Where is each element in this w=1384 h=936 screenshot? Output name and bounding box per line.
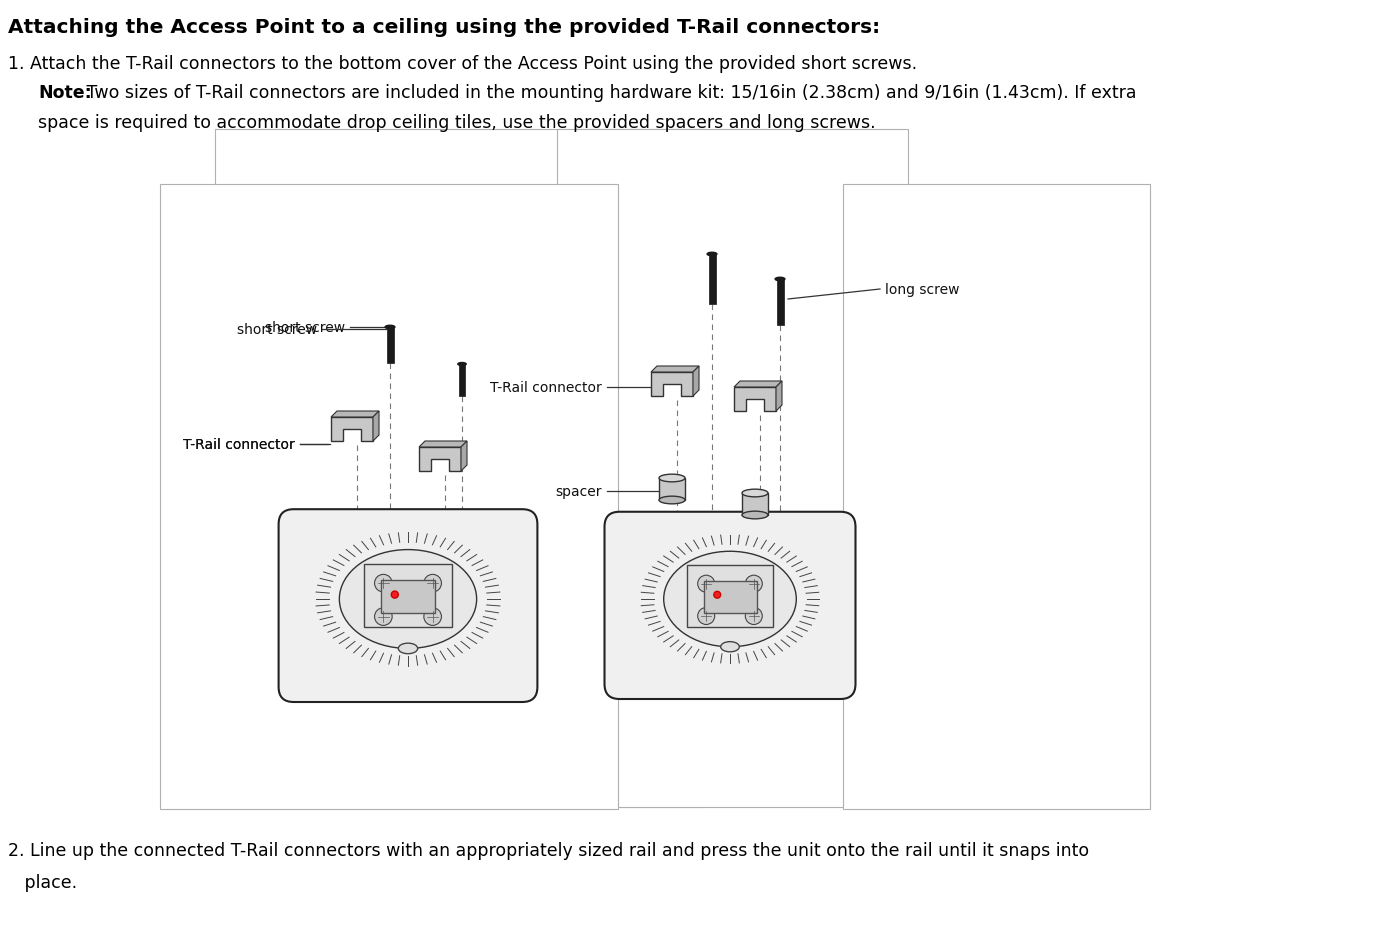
Circle shape [392, 592, 399, 598]
Polygon shape [331, 412, 379, 417]
Polygon shape [734, 388, 776, 412]
Polygon shape [693, 367, 699, 397]
Ellipse shape [721, 642, 739, 652]
FancyBboxPatch shape [688, 565, 772, 627]
Bar [742, 493, 768, 516]
Ellipse shape [659, 475, 685, 482]
Text: short screw: short screw [237, 323, 317, 337]
Polygon shape [734, 382, 782, 388]
Circle shape [424, 575, 441, 592]
Bar [459, 365, 465, 397]
Text: space is required to accommodate drop ceiling tiles, use the provided spacers an: space is required to accommodate drop ce… [37, 114, 876, 132]
Text: Note:: Note: [37, 84, 91, 102]
Text: T-Rail connector: T-Rail connector [183, 437, 295, 451]
FancyBboxPatch shape [381, 580, 436, 613]
Ellipse shape [664, 551, 796, 647]
Bar [388, 328, 394, 363]
Bar [843, 184, 1150, 809]
FancyBboxPatch shape [605, 512, 855, 699]
Ellipse shape [707, 253, 717, 256]
Circle shape [714, 592, 721, 598]
Polygon shape [419, 447, 461, 472]
Bar [215, 130, 702, 807]
Ellipse shape [458, 363, 466, 366]
Polygon shape [650, 373, 693, 397]
Circle shape [375, 608, 392, 626]
FancyBboxPatch shape [278, 510, 537, 702]
Circle shape [698, 576, 714, 592]
Circle shape [746, 607, 763, 625]
Text: T-Rail connector: T-Rail connector [183, 437, 295, 451]
Ellipse shape [742, 512, 768, 519]
Text: T-Rail connector: T-Rail connector [490, 381, 602, 395]
Polygon shape [461, 442, 466, 472]
Text: place.: place. [8, 873, 78, 891]
Ellipse shape [385, 326, 394, 329]
Polygon shape [419, 442, 466, 447]
Bar [556, 130, 908, 807]
Polygon shape [776, 382, 782, 412]
Text: Attaching the Access Point to a ceiling using the provided T-Rail connectors:: Attaching the Access Point to a ceiling … [8, 18, 880, 37]
Circle shape [746, 576, 763, 592]
Text: short screw: short screw [264, 321, 345, 335]
Ellipse shape [775, 278, 785, 282]
Bar [776, 280, 783, 326]
Circle shape [698, 607, 714, 625]
Bar [161, 184, 619, 809]
Circle shape [424, 608, 441, 626]
Polygon shape [650, 367, 699, 373]
Polygon shape [374, 412, 379, 442]
Ellipse shape [659, 497, 685, 505]
FancyBboxPatch shape [703, 581, 757, 613]
Circle shape [375, 575, 392, 592]
Bar [659, 478, 685, 501]
Polygon shape [331, 417, 374, 442]
Text: spacer: spacer [555, 485, 602, 499]
Ellipse shape [742, 490, 768, 497]
Text: 1. Attach the T-Rail connectors to the bottom cover of the Access Point using th: 1. Attach the T-Rail connectors to the b… [8, 55, 918, 73]
Ellipse shape [339, 550, 476, 649]
Text: Two sizes of T-Rail connectors are included in the mounting hardware kit: 15/16i: Two sizes of T-Rail connectors are inclu… [82, 84, 1136, 102]
Bar [709, 255, 716, 305]
Text: 2. Line up the connected T-Rail connectors with an appropriately sized rail and : 2. Line up the connected T-Rail connecto… [8, 841, 1089, 859]
FancyBboxPatch shape [364, 564, 453, 628]
Ellipse shape [399, 643, 418, 654]
Text: long screw: long screw [884, 283, 959, 297]
